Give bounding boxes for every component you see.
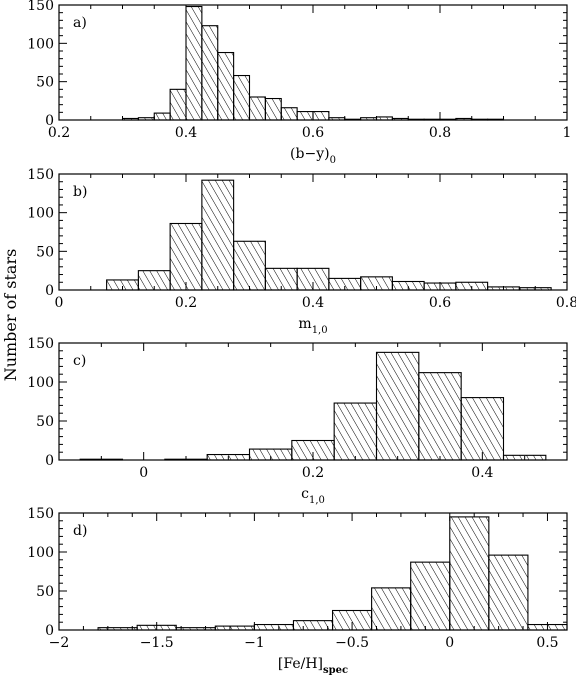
y-tick-label: 150 xyxy=(27,167,54,183)
panel-label: a) xyxy=(73,15,87,31)
histogram-bar xyxy=(233,74,251,121)
x-tick-label: −1.5 xyxy=(140,635,174,651)
x-tick-label: 0.2 xyxy=(48,125,70,141)
histogram-bar xyxy=(248,96,266,121)
x-tick-label: 0 xyxy=(445,635,454,651)
x-tick-label: 0.4 xyxy=(471,465,493,481)
histogram-bar xyxy=(292,620,334,631)
x-tick-label: 0 xyxy=(139,465,148,481)
histogram-bar xyxy=(201,179,235,291)
histogram-bar xyxy=(185,5,203,121)
x-tick-label: 0.4 xyxy=(302,295,324,311)
x-tick-label: 1 xyxy=(563,125,572,141)
x-axis-title: (b−y)0 xyxy=(290,146,336,166)
histogram-bar xyxy=(253,623,295,631)
y-tick-label: 50 xyxy=(36,75,54,91)
histogram-bar xyxy=(296,111,314,121)
x-tick-label: 0.4 xyxy=(175,125,197,141)
histogram-bar xyxy=(201,25,219,121)
y-tick-label: 0 xyxy=(45,283,54,299)
histogram-bar xyxy=(169,88,187,121)
histogram-bar xyxy=(280,107,298,121)
histogram-bar xyxy=(371,587,412,631)
x-tick-label: 0.5 xyxy=(536,635,558,651)
y-tick-label: 100 xyxy=(27,36,54,52)
histogram-bar xyxy=(233,240,266,291)
plot-frame xyxy=(58,512,568,631)
histogram-panel-1: 0.2 0.4 0.6 0.8 1 0 50 100 150 a) (b−y)0 xyxy=(27,0,571,166)
y-tick-label: 0 xyxy=(45,453,54,469)
x-tick-label: −1 xyxy=(244,635,265,651)
x-tick-label: 0 xyxy=(55,295,64,311)
y-tick-label: 150 xyxy=(27,336,54,352)
y-tick-label: 50 xyxy=(36,244,54,260)
plot-frame xyxy=(58,4,568,121)
histogram-bar xyxy=(264,97,282,121)
x-axis-title: m1,0 xyxy=(298,316,327,336)
x-tick-label: 0.8 xyxy=(556,295,576,311)
y-tick-label: 150 xyxy=(27,0,54,14)
histogram-bar xyxy=(153,112,171,121)
histogram-bar xyxy=(333,402,378,461)
histogram-panel-2: 0 0.2 0.4 0.6 0.8 0 50 100 150 b) m1,0 xyxy=(27,167,576,336)
y-tick-label: 100 xyxy=(27,545,54,561)
y-tick-label: 50 xyxy=(36,414,54,430)
panel-label: c) xyxy=(73,353,86,369)
x-tick-label: 0.8 xyxy=(429,125,451,141)
y-tick-label: 0 xyxy=(45,623,54,639)
histogram-bar xyxy=(488,554,529,631)
x-axis-title: c1,0 xyxy=(301,486,325,506)
y-tick-label: 0 xyxy=(45,113,54,129)
histogram-panel-3: 0 0.2 0.4 0 50 100 150 c) c1,0 xyxy=(27,336,568,506)
x-tick-label: 0.2 xyxy=(175,295,197,311)
histogram-panel-4: −2 −1.5 −1 −0.5 0 0.5 0 50 100 150 d) [Fe/H]spec xyxy=(27,506,568,675)
histogram-bar xyxy=(169,222,203,291)
y-tick-label: 50 xyxy=(36,584,54,600)
x-tick-label: 0.2 xyxy=(302,465,324,481)
histogram-bar xyxy=(410,561,451,631)
histogram-bar xyxy=(312,111,330,121)
histogram-bar xyxy=(449,516,490,631)
x-tick-label: −0.5 xyxy=(335,635,369,651)
panel-label: d) xyxy=(73,523,87,539)
y-tick-label: 150 xyxy=(27,506,54,522)
x-axis-title: [Fe/H]spec xyxy=(278,656,348,675)
y-tick-label: 100 xyxy=(27,206,54,222)
x-tick-label: 0.6 xyxy=(302,125,324,141)
y-axis-title: Number of stars xyxy=(1,249,20,382)
panel-label: b) xyxy=(73,184,87,200)
histogram-bar xyxy=(217,51,235,121)
y-tick-label: 100 xyxy=(27,375,54,391)
x-tick-label: 0.6 xyxy=(429,295,451,311)
histogram-bar xyxy=(460,397,505,461)
histogram-bar xyxy=(375,351,420,461)
x-tick-label: −2 xyxy=(49,635,70,651)
histogram-bar xyxy=(418,372,462,461)
